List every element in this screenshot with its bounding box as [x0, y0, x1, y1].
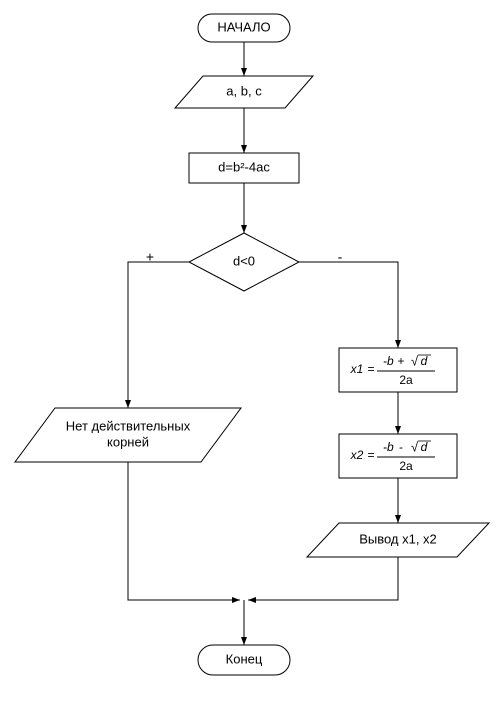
svg-text:+: +: [397, 354, 404, 368]
svg-text:2a: 2a: [399, 459, 413, 473]
svg-text:=: =: [367, 448, 374, 462]
svg-text:НАЧАЛО: НАЧАЛО: [217, 19, 270, 34]
svg-text:d: d: [421, 440, 428, 454]
svg-text:d=b²-4ac: d=b²-4ac: [218, 159, 270, 174]
svg-text:Вывод x1, x2: Вывод x1, x2: [359, 531, 437, 546]
svg-text:x1: x1: [350, 362, 364, 376]
svg-text:корней: корней: [107, 434, 149, 449]
svg-text:-: -: [399, 440, 403, 454]
svg-text:√: √: [411, 439, 419, 454]
svg-text:x2: x2: [350, 448, 364, 462]
svg-text:=: =: [367, 362, 374, 376]
svg-text:d<0: d<0: [233, 253, 255, 268]
svg-text:Конец: Конец: [226, 651, 263, 666]
svg-text:Нет действительных: Нет действительных: [66, 418, 191, 433]
svg-text:-b: -b: [383, 440, 394, 454]
svg-text:d: d: [421, 354, 428, 368]
svg-text:-b: -b: [383, 354, 394, 368]
svg-text:√: √: [411, 353, 419, 368]
svg-text:a, b, c: a, b, c: [226, 83, 262, 98]
svg-text:2a: 2a: [399, 373, 413, 387]
